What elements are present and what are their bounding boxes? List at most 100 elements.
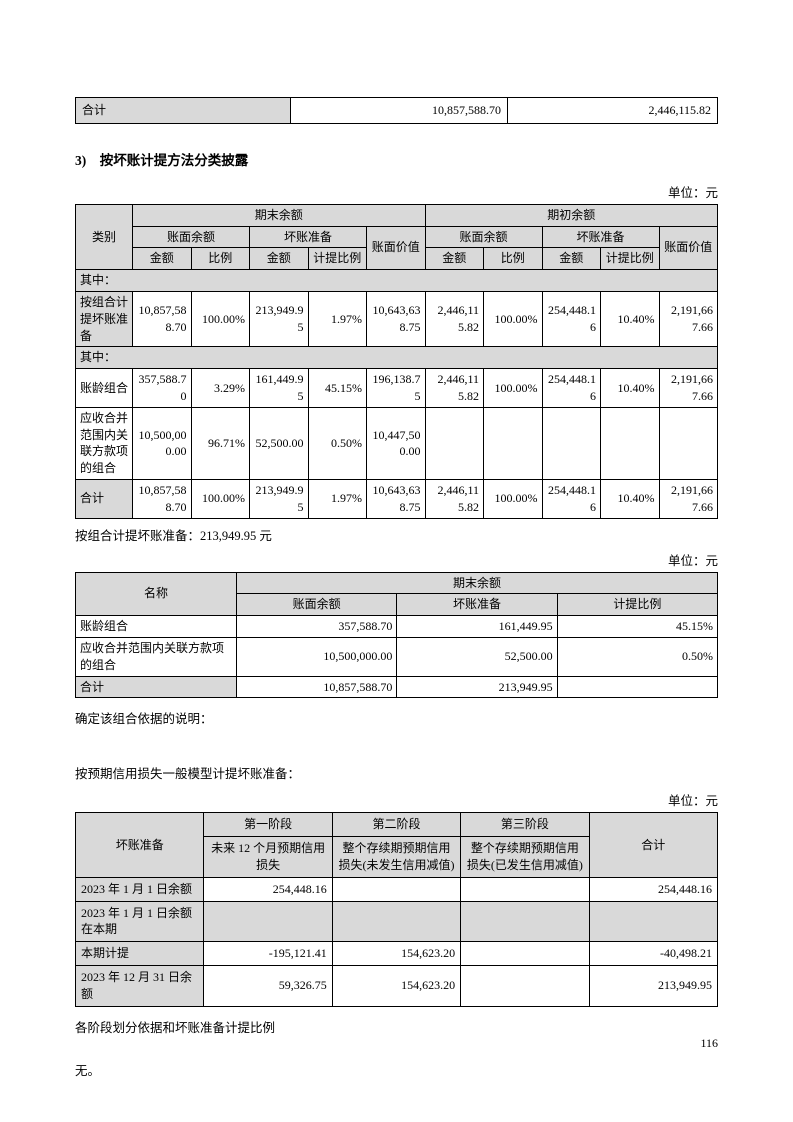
col-header-amount: 金额: [249, 247, 309, 271]
table-row: 本期计提 -195,121.41 154,623.20 -40,498.21: [74, 941, 719, 966]
unit-label: 单位：元: [667, 794, 718, 809]
cell: 213,949.95: [249, 290, 309, 348]
col-header-stage-1-desc: 未来 12 个月预期信用损失: [203, 836, 333, 878]
bad-debt-method-table: 类别 期末余额 期初余额 账面余额 坏账准备 账面价值 账面余额 坏账准备 账面…: [75, 203, 718, 519]
cell: 254,448.16: [541, 368, 601, 408]
cell: 100.00%: [483, 368, 543, 408]
cell: 2,191,667.66: [658, 478, 718, 519]
cell: 10,643,638.75: [366, 290, 426, 348]
cell: [600, 406, 660, 480]
note-basis-explanation: 确定该组合依据的说明：: [75, 712, 213, 727]
unit-label: 单位：元: [667, 553, 718, 568]
section-row: 其中：: [75, 346, 718, 370]
total-period-begin-value: 2,446,115.82: [507, 97, 718, 124]
cell: 161,449.95: [249, 368, 309, 408]
col-header-book-value: 账面价值: [366, 225, 426, 271]
cell: 10,500,000.00: [132, 406, 192, 480]
cell: 196,138.75: [366, 368, 426, 408]
cell: [203, 900, 333, 943]
col-header-book-balance: 账面余额: [235, 593, 398, 617]
cell: 10,447,500.00: [366, 406, 426, 480]
table-row: 应收合并范围内关联方款项的组合 10,500,000.00 96.71% 52,…: [75, 406, 718, 480]
cell: [460, 964, 590, 1007]
col-header-stage-2: 第二阶段: [331, 812, 462, 838]
row-label: 本期计提: [74, 941, 205, 966]
cell: [331, 876, 462, 902]
cell: 357,588.70: [235, 615, 398, 638]
col-header-book-balance: 账面余额: [424, 225, 543, 249]
cell: 161,449.95: [396, 615, 558, 638]
cell: 1.97%: [307, 290, 367, 348]
row-label: 应收合并范围内关联方款项的组合: [75, 636, 237, 677]
col-header-provision: 坏账准备: [74, 812, 205, 878]
col-header-stage-3-desc: 整个存续期预期信用损失(已发生信用减值): [460, 836, 590, 878]
cell: 10,500,000.00: [235, 636, 398, 677]
table-header-row: 金额 比例 金额 计提比例 金额 比例 金额 计提比例: [76, 247, 718, 271]
cell: [424, 406, 484, 480]
table-row: 2023 年 1 月 1 日余额在本期: [74, 900, 719, 943]
table-header-row: 账面余额 坏账准备 账面价值 账面余额 坏账准备 账面价值: [76, 225, 718, 271]
row-label: 账龄组合: [75, 615, 237, 638]
table-row: 2023 年 12 月 31 日余额 59,326.75 154,623.20 …: [74, 964, 719, 1007]
row-label: 应收合并范围内关联方款项的组合: [75, 406, 133, 480]
totals-continuation-table: 合计 10,857,588.70 2,446,115.82: [75, 97, 718, 124]
cell: [658, 406, 718, 480]
cell: 254,448.16: [588, 876, 719, 902]
cell: [460, 941, 590, 966]
col-header-provision: 坏账准备: [541, 225, 660, 249]
cell: 213,949.95: [588, 964, 719, 1007]
cell: 2,191,667.66: [658, 368, 718, 408]
cell: [460, 876, 590, 902]
col-header-book-value: 账面价值: [658, 225, 718, 271]
col-header-period-begin: 期初余额: [424, 203, 718, 227]
col-header-ratio: 比例: [483, 247, 543, 271]
cell: [331, 900, 462, 943]
table-row: 2023 年 1 月 1 日余额 254,448.16 254,448.16: [74, 876, 719, 902]
cell: 10.40%: [600, 290, 660, 348]
row-label-total: 合计: [75, 97, 291, 124]
table-header-row: 名称 期末余额: [75, 571, 718, 617]
cell: [556, 675, 719, 699]
cell: 10,643,638.75: [366, 478, 426, 519]
col-header-amount: 金额: [424, 247, 484, 271]
col-header-amount: 金额: [541, 247, 601, 271]
cell: 254,448.16: [203, 876, 333, 902]
table-row: 合计 10,857,588.70 213,949.95: [75, 675, 719, 699]
cell: 154,623.20: [331, 941, 462, 966]
cell: 45.15%: [307, 368, 367, 408]
cell: 0.50%: [307, 406, 367, 480]
section-label: 其中：: [75, 346, 718, 370]
cell: 2,191,667.66: [658, 290, 718, 348]
cell: [460, 900, 590, 943]
row-label: 账龄组合: [75, 368, 133, 408]
cell: 10.40%: [600, 478, 660, 519]
cell: 100.00%: [483, 478, 543, 519]
cell: 10,857,588.70: [132, 478, 192, 519]
cell: 100.00%: [190, 290, 250, 348]
note-group-provision: 按组合计提坏账准备：213,949.95 元: [75, 528, 272, 543]
cell: 3.29%: [190, 368, 250, 408]
col-header-book-balance: 账面余额: [132, 225, 250, 249]
note-ecl-model: 按预期信用损失一般模型计提坏账准备：: [75, 767, 301, 782]
page-number: 116: [700, 1036, 718, 1050]
cell: 254,448.16: [541, 290, 601, 348]
cell: 1.97%: [307, 478, 367, 519]
col-header-name: 名称: [75, 571, 237, 617]
section-heading: 3) 按坏账计提方法分类披露: [75, 152, 249, 168]
cell: 59,326.75: [203, 964, 333, 1007]
col-header-period-end: 期末余额: [132, 203, 426, 227]
col-header-provision-ratio: 计提比例: [600, 247, 660, 271]
cell: 45.15%: [556, 615, 719, 638]
cell: 52,500.00: [249, 406, 309, 480]
cell: 154,623.20: [331, 964, 462, 1007]
ecl-stages-table: 坏账准备 第一阶段 第二阶段 第三阶段 合计 未来 12 个月预期信用损失 整个…: [74, 812, 719, 1007]
section-row: 其中：: [75, 269, 718, 292]
col-header-provision: 坏账准备: [396, 593, 558, 617]
row-label: 2023 年 1 月 1 日余额在本期: [74, 900, 205, 943]
cell: 213,949.95: [249, 478, 309, 519]
col-header-ratio: 比例: [190, 247, 250, 271]
cell: 100.00%: [483, 290, 543, 348]
row-label: 2023 年 12 月 31 日余额: [74, 964, 205, 1007]
cell: [588, 900, 719, 943]
